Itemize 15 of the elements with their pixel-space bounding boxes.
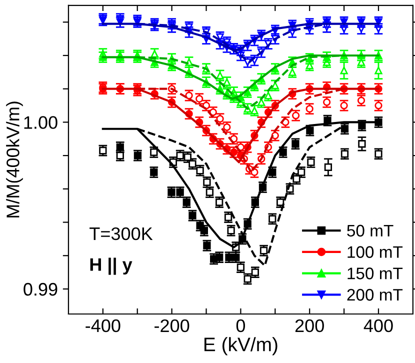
x-axis-title: E (kV/m) [204, 337, 278, 356]
x-tick-label: 400 [364, 319, 393, 332]
legend-label: 200 mT [347, 288, 403, 301]
legend-label: 100 mT [348, 246, 403, 258]
legend-label: 150 mT [348, 268, 403, 280]
y-tick-label: 0.99 [24, 282, 58, 296]
x-tick-label: 0 [236, 319, 246, 332]
y-tick-label: 1.00 [24, 116, 58, 129]
x-tick-label: -200 [154, 319, 190, 332]
annotation: T=300K [90, 227, 153, 240]
annotation: H || y [90, 258, 132, 275]
legend-label: 50 mT [347, 224, 394, 237]
x-tick-label: -400 [86, 319, 120, 332]
x-tick-label: 200 [295, 319, 324, 332]
y-axis-title: M/M(400kV/m) [6, 102, 23, 218]
